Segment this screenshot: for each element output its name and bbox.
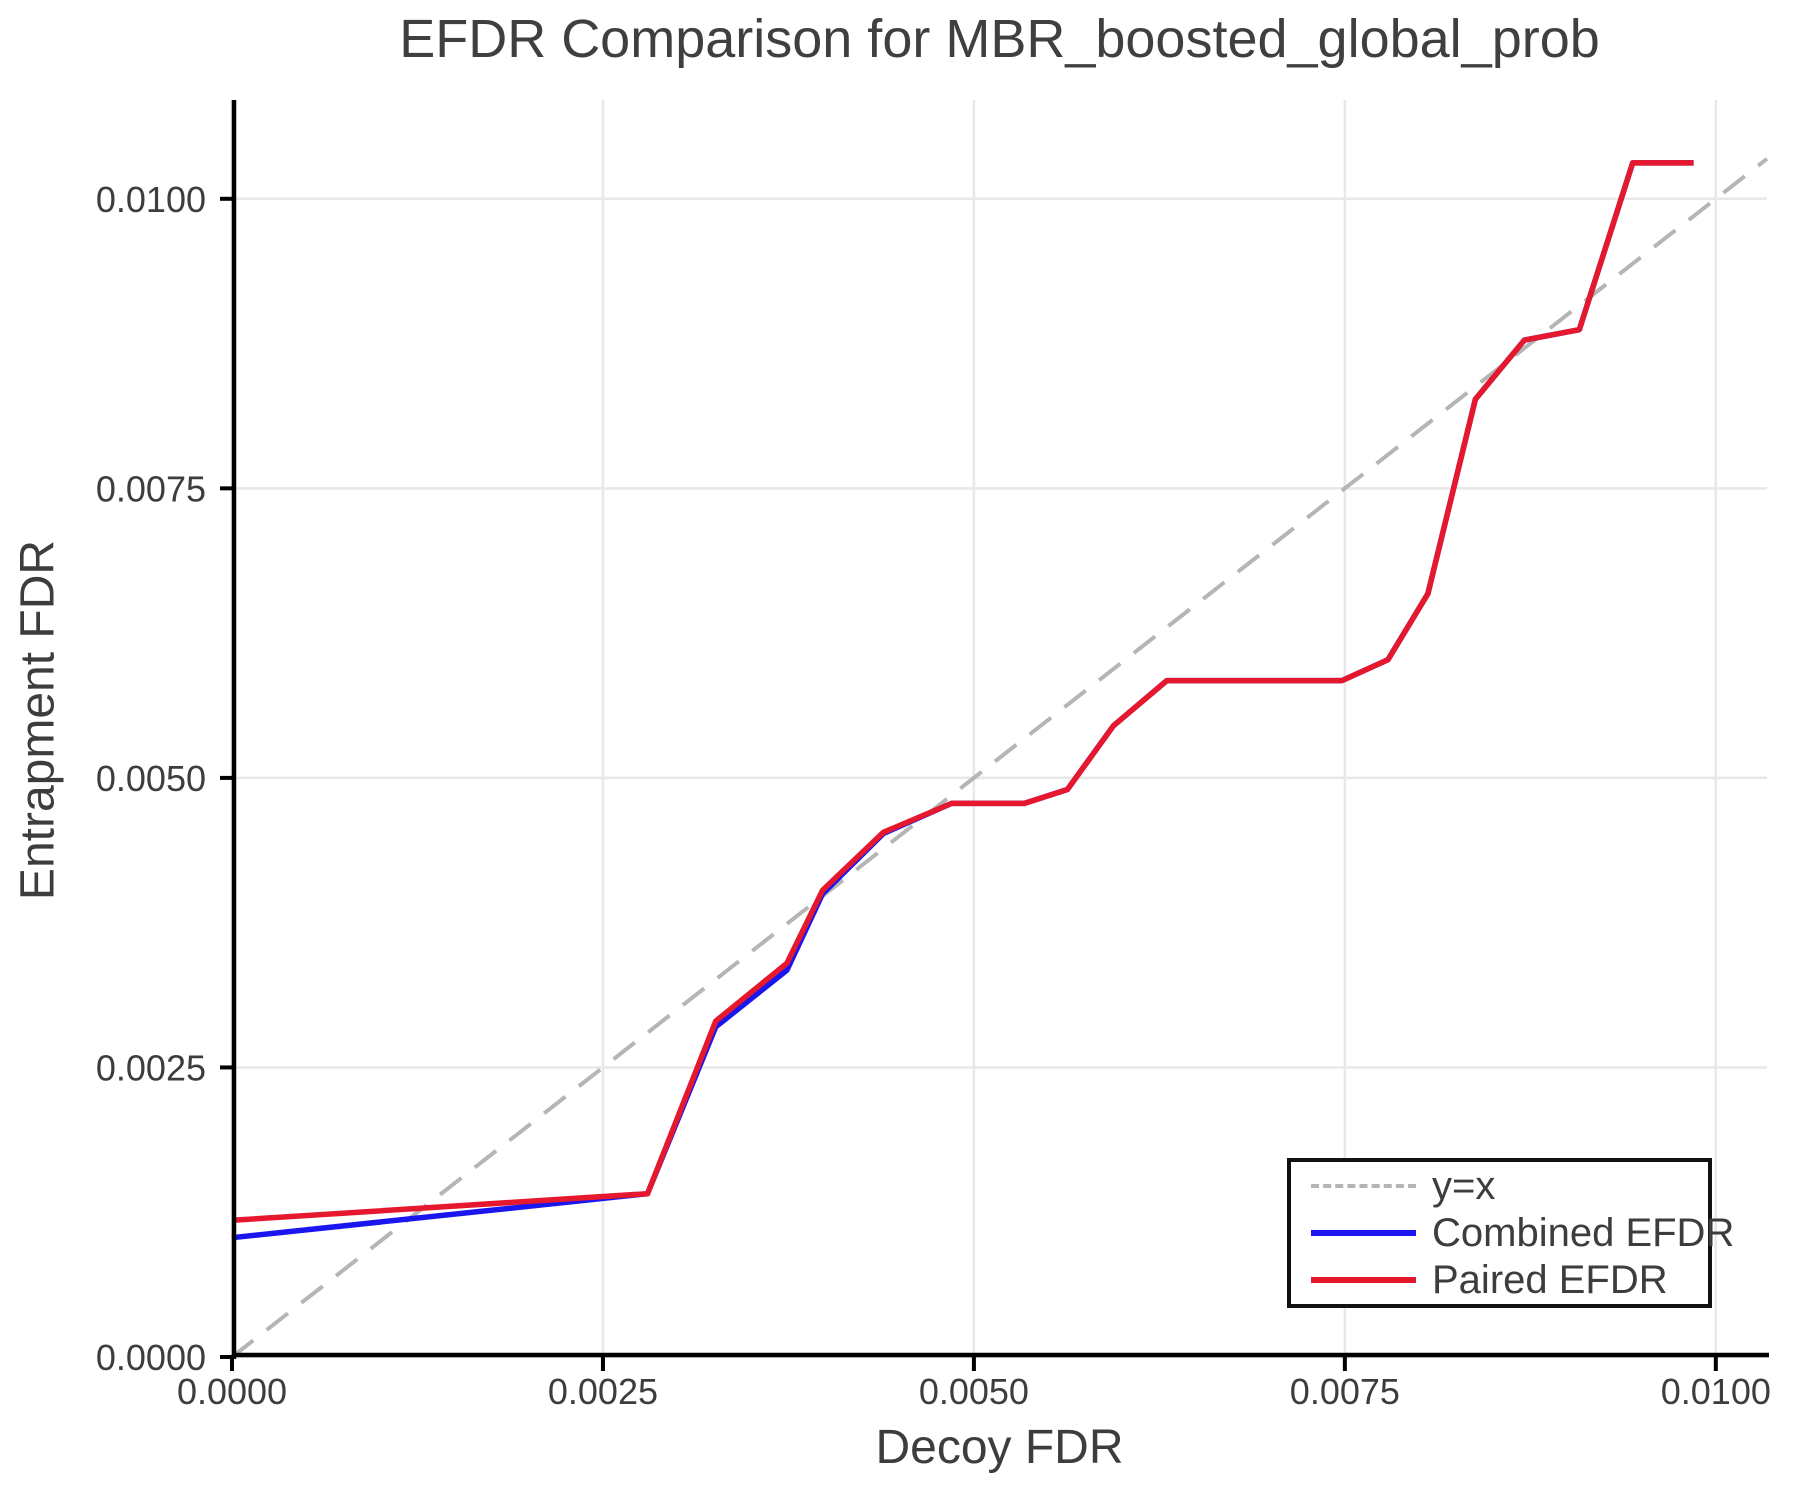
legend-row-y-x: y=x	[1311, 1163, 1708, 1210]
chart-title: EFDR Comparison for MBR_boosted_global_p…	[399, 9, 1600, 69]
x-tick-label: 0.0050	[919, 1371, 1029, 1412]
y-tick-label: 0.0075	[96, 468, 206, 509]
legend-box: y=x Combined EFDR Paired EFDR	[1287, 1158, 1734, 1308]
series-line-combined-efdr	[231, 160, 1694, 1241]
legend-label-y-x: y=x	[1432, 1163, 1496, 1208]
legend-swatch-paired-efdr	[1311, 1277, 1416, 1283]
y-axis-label-text: Entrapment FDR	[11, 539, 65, 901]
x-tick-label: 0.0075	[1290, 1371, 1400, 1412]
legend-label-paired-efdr: Paired EFDR	[1432, 1257, 1668, 1302]
series-line-paired-efdr	[231, 160, 1694, 1224]
y-tick-label: 0.0100	[96, 179, 206, 220]
y-tick-label: 0.0000	[96, 1337, 206, 1378]
legend-row-paired-efdr: Paired EFDR	[1311, 1257, 1708, 1304]
legend-row-combined-efdr: Combined EFDR	[1311, 1210, 1734, 1257]
x-axis-label: Decoy FDR	[875, 1421, 1124, 1474]
y-tick-label: 0.0050	[96, 758, 206, 799]
x-tick-label: 0.0025	[548, 1371, 658, 1412]
x-tick-label: 0.0000	[177, 1371, 287, 1412]
legend-label-combined-efdr: Combined EFDR	[1432, 1210, 1735, 1255]
series-line-y-x	[230, 157, 1769, 1359]
legend-swatch-y-x	[1311, 1184, 1416, 1188]
legend-swatch-combined-efdr	[1311, 1230, 1416, 1236]
y-tick-label: 0.0025	[96, 1047, 206, 1088]
x-tick-label: 0.0100	[1661, 1371, 1771, 1412]
